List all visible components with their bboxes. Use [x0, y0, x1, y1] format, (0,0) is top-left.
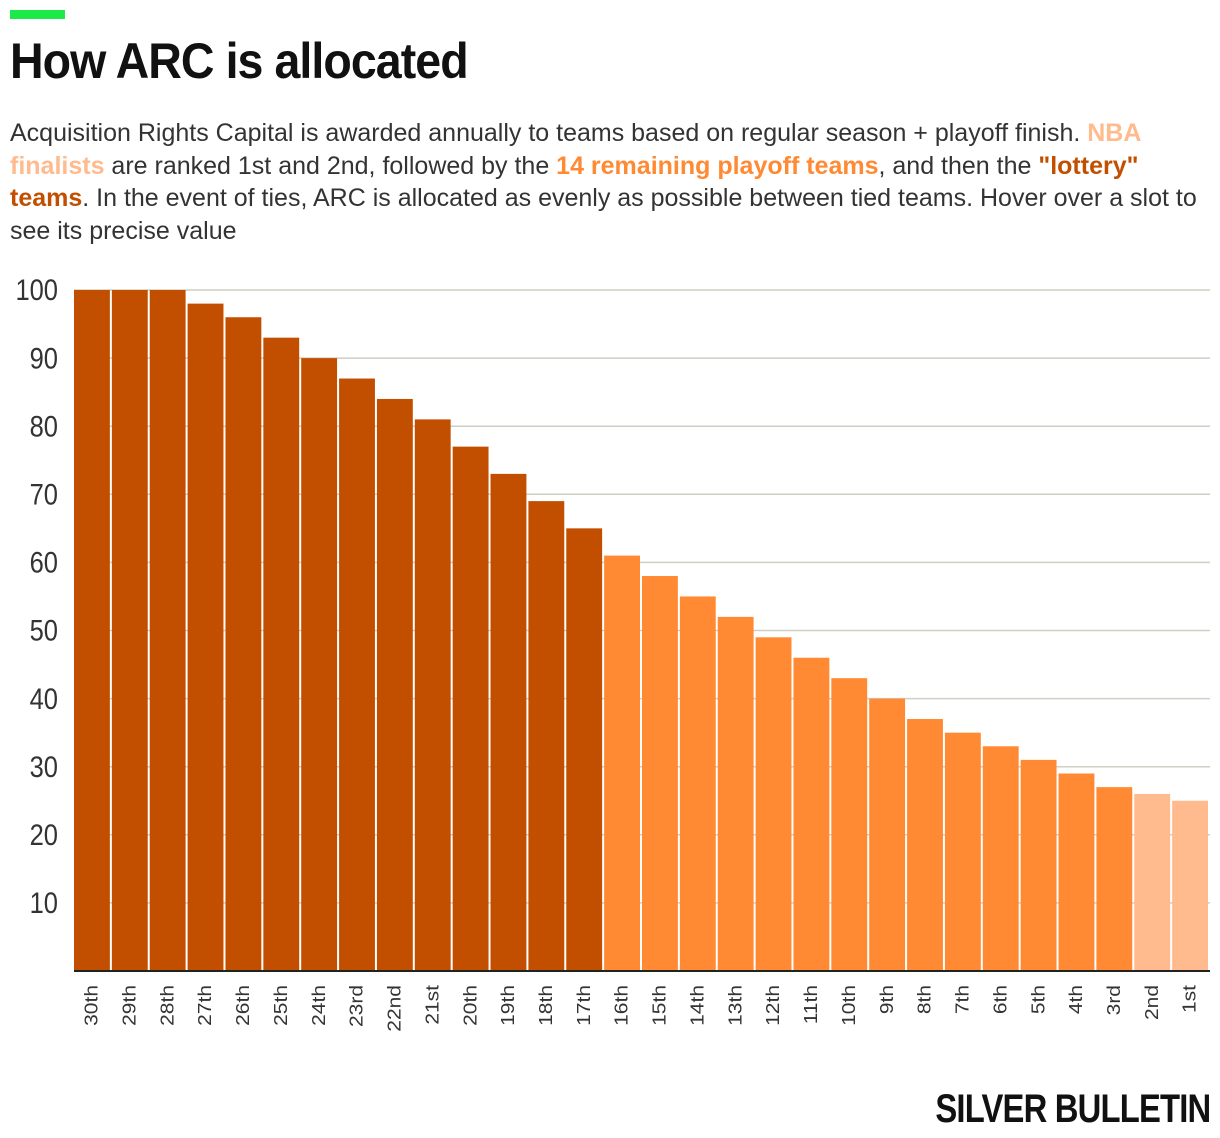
x-tick-label: 8th — [915, 985, 936, 1014]
x-tick-label: 5th — [1028, 985, 1049, 1014]
subtitle-text-2: are ranked 1st and 2nd, followed by the — [104, 151, 557, 180]
x-tick-label: 2nd — [1142, 985, 1163, 1020]
y-tick-label: 30 — [30, 750, 58, 783]
bar-2nd[interactable] — [1134, 793, 1171, 971]
x-tick-label: 7th — [952, 985, 973, 1014]
y-tick-label: 20 — [30, 818, 58, 851]
bar-12th[interactable] — [755, 637, 792, 971]
x-tick-label: 14th — [687, 985, 708, 1026]
bar-3rd[interactable] — [1096, 787, 1133, 971]
bar-13th[interactable] — [717, 616, 754, 971]
bar-6th[interactable] — [982, 746, 1019, 971]
bar-11th[interactable] — [793, 657, 830, 971]
y-tick-label: 60 — [30, 546, 58, 579]
x-tick-label: 11th — [801, 985, 822, 1024]
x-tick-label: 15th — [650, 985, 671, 1026]
x-tick-label: 29th — [119, 985, 140, 1026]
y-tick-label: 50 — [30, 614, 58, 647]
bar-15th[interactable] — [642, 576, 678, 971]
x-tick-label: 24th — [309, 985, 330, 1026]
bar-19th[interactable] — [490, 473, 527, 971]
bar-7th[interactable] — [944, 732, 981, 971]
bar-30th[interactable] — [74, 290, 110, 971]
x-tick-label: 1st — [1180, 985, 1201, 1013]
bar-28th[interactable] — [149, 290, 186, 971]
y-tick-label: 40 — [30, 682, 58, 715]
bar-1st[interactable] — [1172, 800, 1208, 971]
bar-26th[interactable] — [225, 317, 262, 971]
x-axis-ticks: 30th 29th 28th 27th 26th 25th 24th 23rd 22nd 21st… — [82, 985, 1201, 1032]
x-tick-label: 23rd — [347, 985, 368, 1027]
y-tick-label: 70 — [30, 478, 58, 511]
bar-21st[interactable] — [414, 419, 451, 971]
bar-8th[interactable] — [907, 719, 943, 971]
y-tick-label: 80 — [30, 409, 58, 442]
x-tick-label: 13th — [725, 985, 746, 1026]
legend-playoff-teams: 14 remaining playoff teams — [556, 151, 879, 180]
bar-18th[interactable] — [528, 501, 565, 971]
bar-14th[interactable] — [679, 596, 716, 971]
bar-29th[interactable] — [111, 290, 148, 971]
chart-subtitle: Acquisition Rights Capital is awarded an… — [10, 117, 1215, 247]
bar-27th[interactable] — [187, 303, 224, 971]
y-axis-ticks: 10 20 30 40 50 60 70 80 90 100 — [15, 273, 58, 919]
bar-5th[interactable] — [1020, 759, 1057, 971]
x-tick-label: 12th — [763, 985, 784, 1026]
x-tick-label: 19th — [498, 985, 519, 1026]
x-tick-label: 26th — [233, 985, 254, 1026]
x-tick-label: 17th — [574, 985, 595, 1026]
x-tick-label: 10th — [839, 985, 860, 1026]
x-tick-label: 27th — [195, 985, 216, 1026]
x-tick-label: 16th — [612, 985, 633, 1026]
x-tick-label: 30th — [82, 985, 103, 1026]
bar-22nd[interactable] — [376, 398, 413, 971]
x-tick-label: 9th — [877, 985, 898, 1014]
x-tick-label: 20th — [460, 985, 481, 1026]
x-tick-label: 25th — [271, 985, 292, 1026]
subtitle-text-4: . In the event of ties, ARC is allocated… — [10, 184, 1197, 245]
y-tick-label: 10 — [30, 886, 58, 919]
bar-10th[interactable] — [831, 678, 868, 971]
bar-17th[interactable] — [566, 528, 603, 971]
x-tick-label: 21st — [422, 985, 443, 1025]
page-title: How ARC is allocated — [10, 33, 469, 89]
bar-20th[interactable] — [452, 446, 489, 971]
bar-4th[interactable] — [1058, 773, 1095, 971]
bars — [74, 290, 1208, 972]
bar-23rd[interactable] — [339, 378, 375, 971]
subtitle-text-1: Acquisition Rights Capital is awarded an… — [10, 119, 1088, 147]
y-tick-label: 90 — [30, 341, 58, 374]
subtitle-text-3: , and then the — [878, 151, 1039, 180]
x-tick-label: 6th — [990, 985, 1011, 1014]
x-tick-label: 3rd — [1104, 985, 1125, 1015]
bar-25th[interactable] — [263, 337, 300, 971]
legend-finalists: NBA finalists — [10, 119, 1141, 180]
x-tick-label: 22nd — [384, 985, 405, 1032]
bar-9th[interactable] — [869, 698, 906, 971]
x-tick-label: 18th — [536, 985, 557, 1026]
accent-bar — [10, 10, 65, 19]
bar-chart: 10 20 30 40 50 60 70 80 90 100 30th 29th 28th 27th 26… — [15, 273, 1210, 1032]
bar-24th[interactable] — [301, 358, 338, 972]
brand-logo: SILVER BULLETIN — [934, 1087, 1211, 1131]
x-tick-label: 28th — [157, 985, 178, 1026]
bar-16th[interactable] — [604, 555, 640, 971]
x-tick-label: 4th — [1066, 985, 1087, 1014]
legend-lottery-teams: "lottery" teams — [10, 151, 1139, 213]
y-tick-label: 100 — [15, 273, 58, 306]
